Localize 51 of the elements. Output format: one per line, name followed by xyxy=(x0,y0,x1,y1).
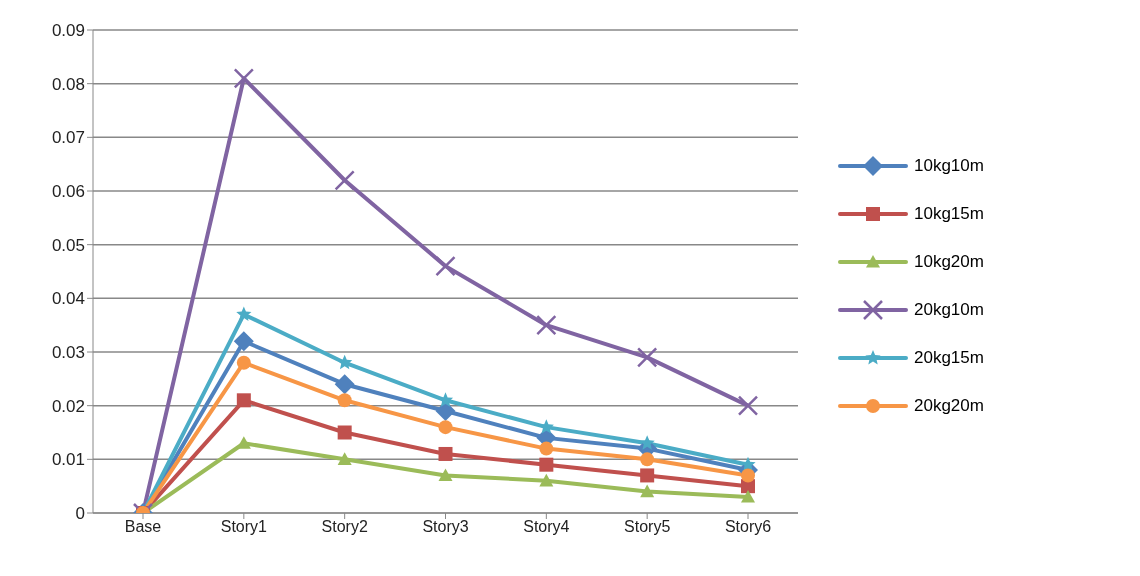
x-tick-label: Base xyxy=(124,518,162,536)
y-tick-label: 0.05 xyxy=(51,235,85,255)
point xyxy=(539,441,554,456)
point xyxy=(639,435,655,450)
point xyxy=(435,255,456,277)
point xyxy=(337,354,353,370)
point xyxy=(435,401,456,422)
point xyxy=(640,468,655,483)
point xyxy=(438,468,453,482)
point xyxy=(539,457,554,472)
point xyxy=(539,473,554,487)
y-tick-label: 0 xyxy=(75,504,85,524)
x-tick-label: Story5 xyxy=(624,518,671,536)
point xyxy=(233,331,254,352)
legend-label: 20kg15m xyxy=(914,347,984,368)
point xyxy=(334,374,355,395)
point xyxy=(337,393,352,408)
y-tick-label: 0.08 xyxy=(51,74,85,94)
point xyxy=(741,468,755,483)
point xyxy=(536,314,557,336)
point xyxy=(337,452,352,465)
x-tick-label: Story4 xyxy=(523,518,570,536)
y-tick-label: 0.04 xyxy=(51,289,85,309)
point xyxy=(636,347,658,368)
point xyxy=(640,484,655,498)
point xyxy=(233,68,255,89)
point xyxy=(334,170,355,191)
point xyxy=(236,355,251,370)
x-tick-label: Story2 xyxy=(321,518,368,536)
y-tick-label: 0.01 xyxy=(51,450,85,470)
legend-label: 10kg20m xyxy=(914,251,984,272)
point xyxy=(438,446,453,461)
point xyxy=(438,420,453,435)
x-tick-label: Story1 xyxy=(220,518,268,536)
y-tick-label: 0.06 xyxy=(51,182,85,202)
legend-label: 20kg20m xyxy=(914,395,984,416)
legend-label: 10kg10m xyxy=(914,155,984,176)
x-tick-label: Story6 xyxy=(724,518,772,536)
point xyxy=(737,395,759,416)
legend-label: 10kg15m xyxy=(914,203,984,224)
point xyxy=(741,489,755,503)
y-tick-label: 0.07 xyxy=(51,128,85,148)
point xyxy=(640,452,655,467)
y-tick-label: 0.03 xyxy=(51,343,85,363)
point xyxy=(236,306,252,321)
y-tick-label: 0.09 xyxy=(51,21,85,41)
y-tick-label: 0.02 xyxy=(51,396,85,416)
legend-label: 20kg10m xyxy=(914,299,984,320)
x-tick-label: Story3 xyxy=(422,518,469,536)
point xyxy=(236,393,251,408)
point xyxy=(337,425,352,440)
